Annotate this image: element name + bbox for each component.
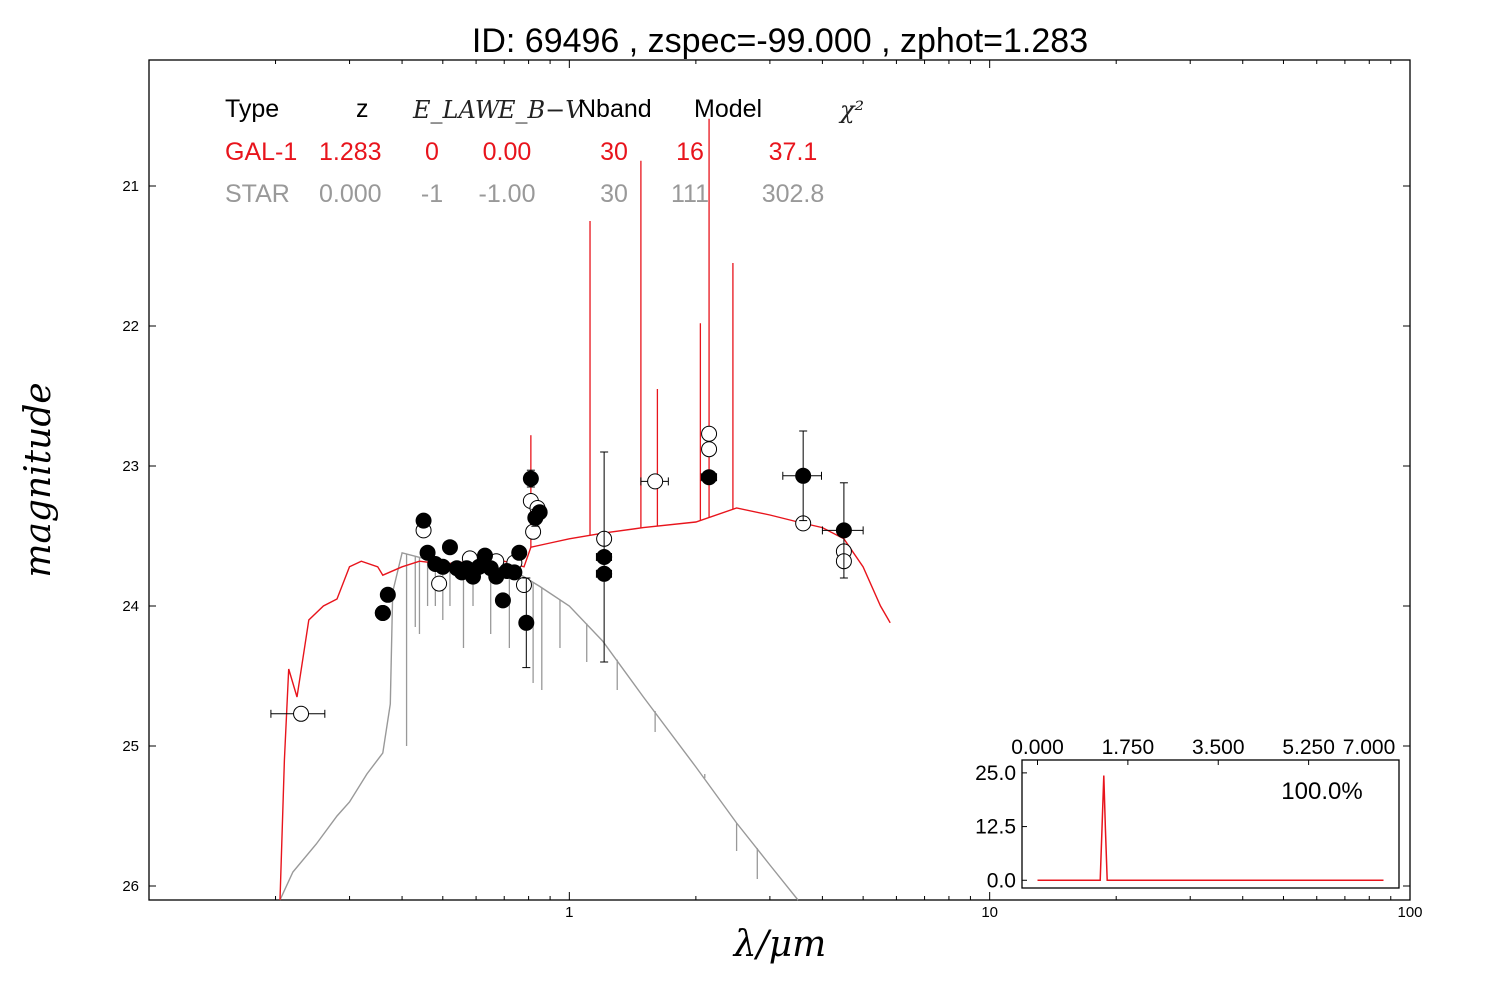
observed-point bbox=[522, 470, 539, 487]
observed-point bbox=[596, 549, 613, 565]
table-header-type: Type bbox=[225, 95, 279, 123]
observed-point bbox=[434, 558, 451, 575]
observed-point bbox=[511, 544, 528, 561]
x-tick-label: 1 bbox=[565, 904, 573, 921]
table-header-chi2: χ² bbox=[838, 96, 864, 124]
table-header-model: Model bbox=[694, 95, 762, 123]
row-star-cell: -1.00 bbox=[479, 180, 536, 208]
inset-x-tick-label: 5.250 bbox=[1282, 736, 1335, 759]
x-tick-label: 100 bbox=[1397, 904, 1422, 921]
model-point bbox=[293, 705, 310, 722]
x-tick-label: 10 bbox=[981, 904, 998, 921]
observed-point bbox=[419, 544, 436, 561]
observed-point bbox=[441, 539, 458, 556]
x-axis-label: λ/μm bbox=[732, 924, 826, 965]
table-header-elaw: E_LAW bbox=[412, 96, 502, 124]
row-star-cell: 30 bbox=[600, 180, 628, 208]
observed-point bbox=[701, 469, 718, 486]
inset-axis-ticks: 0.000 1.750 3.500 5.250 7.000 25.0 12.5 0.0 bbox=[975, 736, 1400, 892]
chart-title: ID: 69496 , zspec=-99.000 , zphot=1.283 bbox=[472, 22, 1088, 60]
observed-point bbox=[379, 586, 396, 603]
galaxy-model-spectrum bbox=[279, 118, 891, 901]
inset-pdz-curve bbox=[1037, 775, 1384, 882]
row-gal-cell: 30 bbox=[600, 138, 628, 166]
observed-point bbox=[506, 564, 523, 581]
row-gal-cell: 0.00 bbox=[483, 138, 532, 166]
y-tick-label: 21 bbox=[122, 178, 139, 195]
model-point bbox=[515, 577, 532, 593]
observed-point bbox=[374, 605, 391, 621]
observed-point bbox=[531, 504, 548, 521]
row-star-cell: 302.8 bbox=[762, 180, 825, 208]
observed-point bbox=[518, 614, 535, 631]
model-point bbox=[647, 473, 664, 490]
row-gal-cell: 37.1 bbox=[769, 138, 818, 166]
observed-point bbox=[415, 512, 432, 529]
y-tick-label: 22 bbox=[122, 318, 139, 335]
row-star-cell: STAR bbox=[225, 180, 290, 208]
gal-curve-continuum bbox=[279, 507, 891, 901]
row-gal-cell: 16 bbox=[676, 138, 704, 166]
model-point bbox=[431, 575, 448, 592]
model-point bbox=[701, 425, 718, 442]
row-gal-cell: 0 bbox=[425, 138, 439, 166]
inset-x-tick-label: 1.750 bbox=[1102, 736, 1155, 759]
y-tick-label: 23 bbox=[122, 458, 139, 475]
x-axis-ticks: 1 10 100 bbox=[275, 60, 1423, 921]
row-star-cell: -1 bbox=[421, 180, 443, 208]
main-plot-frame bbox=[148, 59, 1411, 901]
table-header-nband: Nband bbox=[578, 95, 652, 123]
y-tick-label: 24 bbox=[122, 598, 139, 615]
inset-x-tick-label: 0.000 bbox=[1011, 736, 1064, 759]
y-axis-ticks: 21 22 23 24 25 26 bbox=[122, 178, 1410, 895]
star-curve-continuum bbox=[279, 551, 799, 901]
inset-pdz-line bbox=[1037, 775, 1384, 882]
inset-y-tick-label: 12.5 bbox=[975, 816, 1016, 839]
fit-results-table: Type z E_LAW E_B−V Nband Model χ² GAL-1 1… bbox=[225, 95, 864, 208]
main-axes bbox=[148, 59, 1411, 901]
row-star-cell: 111 bbox=[671, 180, 709, 208]
star-model-spectrum bbox=[279, 551, 799, 901]
model-point bbox=[701, 441, 718, 458]
row-gal-cell: GAL-1 bbox=[225, 138, 297, 166]
pdz-inset-chart: 0.000 1.750 3.500 5.250 7.000 25.0 12.5 0.0 100… bbox=[975, 736, 1400, 892]
inset-y-tick-label: 25.0 bbox=[975, 762, 1016, 785]
y-tick-label: 25 bbox=[122, 738, 139, 755]
observed-point bbox=[835, 522, 852, 539]
observed-point bbox=[494, 592, 511, 609]
observed-point bbox=[795, 467, 812, 484]
observed-photometry-points bbox=[374, 430, 864, 669]
y-axis-label: magnitude bbox=[18, 382, 59, 577]
y-tick-label: 26 bbox=[122, 878, 139, 895]
inset-x-tick-label: 7.000 bbox=[1343, 736, 1396, 759]
inset-y-tick-label: 0.0 bbox=[987, 869, 1016, 892]
table-header-z: z bbox=[356, 95, 369, 123]
model-photometry-points bbox=[270, 425, 852, 722]
row-star-cell: 0.000 bbox=[319, 180, 382, 208]
table-header-ebv: E_B−V bbox=[497, 96, 585, 124]
inset-frame bbox=[1021, 759, 1400, 889]
inset-annotation: 100.0% bbox=[1281, 778, 1362, 805]
row-gal-cell: 1.283 bbox=[319, 138, 382, 166]
inset-x-tick-label: 3.500 bbox=[1192, 736, 1245, 759]
